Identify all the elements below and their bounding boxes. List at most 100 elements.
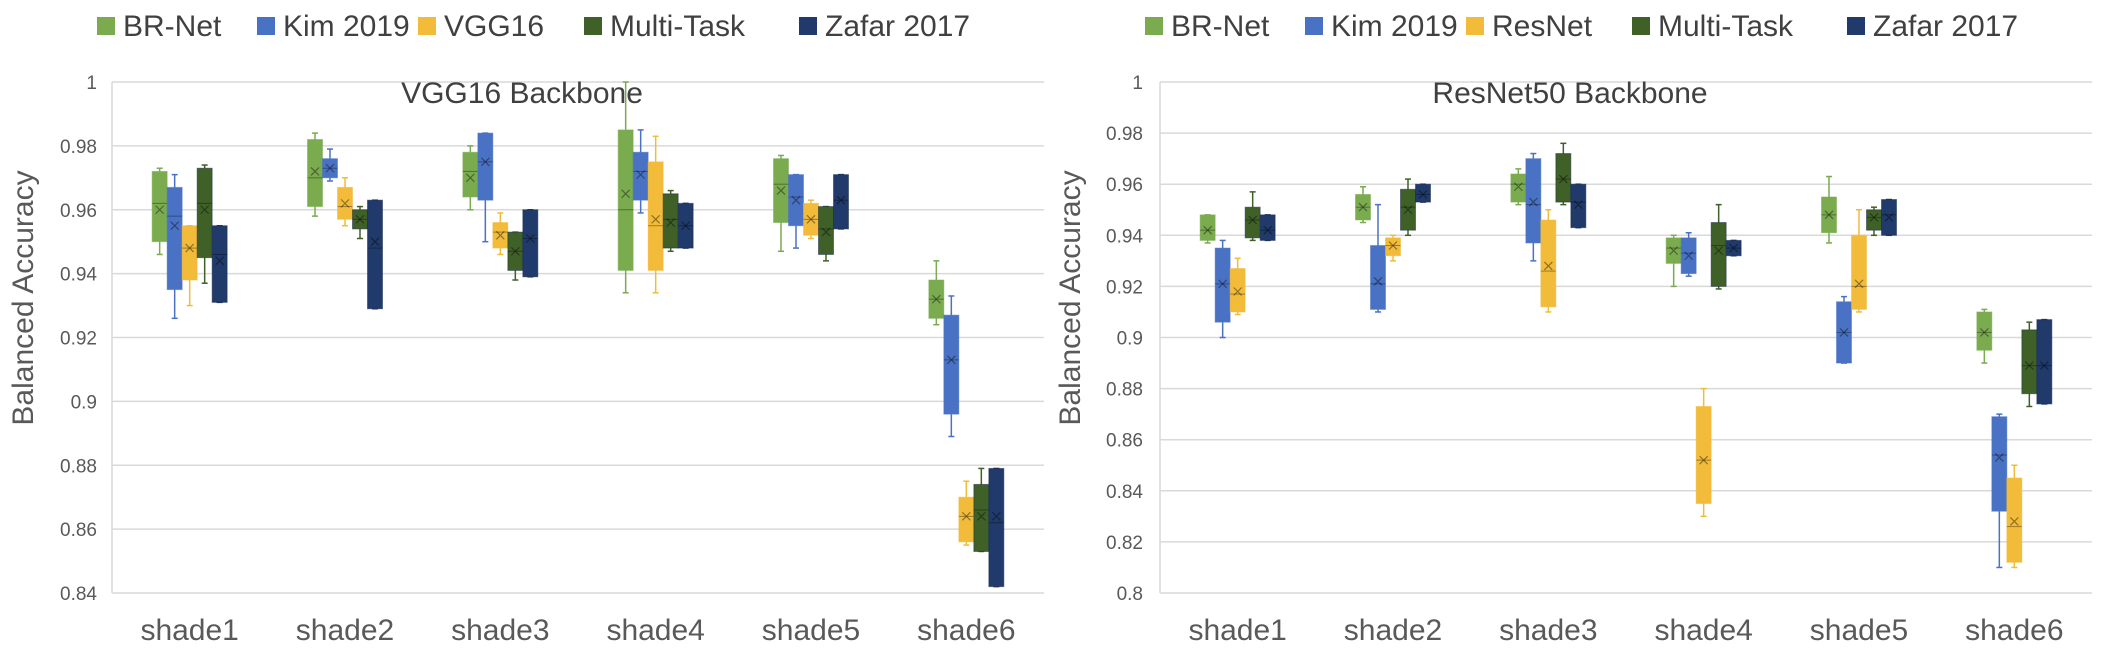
box-zafar-2017-shade2 xyxy=(367,199,383,310)
mean-marker xyxy=(1824,210,1834,220)
box-iqr xyxy=(818,206,834,255)
legend-item-zafar-2017: Zafar 2017 xyxy=(1847,10,2018,43)
legend-label-kim-2019: Kim 2019 xyxy=(1331,10,1458,43)
mean-marker xyxy=(651,214,661,224)
box-multi-task-shade4 xyxy=(1710,203,1727,290)
gridlines-vgg16 xyxy=(111,81,1044,594)
mean-marker xyxy=(1203,225,1213,235)
y-tick-label: 0.94 xyxy=(1106,226,1143,247)
mean-marker xyxy=(1218,279,1228,289)
box-iqr xyxy=(928,279,945,319)
legend-item-multi-task: Multi-Task xyxy=(584,10,746,43)
box-iqr xyxy=(2021,329,2038,395)
box-zafar-2017-shade5 xyxy=(1881,198,1897,237)
mean-marker xyxy=(636,170,646,180)
gridlines-resnet50 xyxy=(1159,81,2092,594)
box-zafar-2017-shade4 xyxy=(1725,239,1742,257)
mean-marker xyxy=(170,221,180,231)
x-tick-label-shade2: shade2 xyxy=(296,614,394,647)
box-kim-2019-shade2 xyxy=(1370,203,1386,313)
chart-title-resnet50: ResNet50 Backbone xyxy=(1432,77,1707,110)
box-iqr xyxy=(973,483,990,552)
box-iqr xyxy=(522,209,539,278)
box-zafar-2017-shade4 xyxy=(677,202,694,249)
mean-marker xyxy=(495,230,505,240)
x-tick-label-shade1: shade1 xyxy=(140,614,238,647)
box-zafar-2017-shade3 xyxy=(1570,183,1587,229)
x-tick-label-shade3: shade3 xyxy=(451,614,549,647)
mean-marker xyxy=(931,294,941,304)
legend-item-multi-task: Multi-Task xyxy=(1632,10,1794,43)
y-tick-label: 0.88 xyxy=(1106,380,1143,401)
legend-label-zafar-2017: Zafar 2017 xyxy=(825,10,970,43)
box-iqr xyxy=(1851,234,1867,310)
mean-marker xyxy=(1684,251,1694,261)
box-iqr xyxy=(1881,199,1897,236)
box-iqr xyxy=(166,186,183,291)
legend-swatch-zafar-2017 xyxy=(799,17,817,35)
box-zafar-2017-shade6 xyxy=(2036,318,2053,405)
mean-marker xyxy=(1233,287,1243,296)
mean-marker xyxy=(1403,205,1413,215)
mean-marker xyxy=(1513,182,1523,192)
mean-marker xyxy=(1528,197,1538,207)
mean-marker xyxy=(1263,225,1273,235)
box-zafar-2017-shade2 xyxy=(1415,183,1431,203)
box-kim-2019-shade6 xyxy=(1991,413,2008,569)
mean-marker xyxy=(2039,361,2049,371)
y-axis-ticks-vgg16: 0.84 0.86 0.88 0.9 0.92 0.94 0.96 0.98 1 xyxy=(60,73,97,605)
box-zafar-2017-shade1 xyxy=(1259,214,1276,242)
box-iqr xyxy=(337,186,353,220)
mean-marker xyxy=(681,221,691,231)
box-iqr xyxy=(322,158,338,179)
legend-swatch-br-net xyxy=(97,17,115,35)
box-br-net-shade2 xyxy=(307,132,323,217)
y-axis-label-resnet50: Balanced Accuracy xyxy=(1054,170,1087,425)
box-multi-task-shade3 xyxy=(507,231,524,281)
legend-swatch-br-net xyxy=(1145,17,1163,35)
y-tick-label: 0.92 xyxy=(1106,277,1143,298)
box-br-net-shade5 xyxy=(1821,175,1837,244)
box-kim-2019-shade1 xyxy=(166,173,183,320)
x-tick-label-shade6: shade6 xyxy=(1965,614,2063,647)
box-kim-2019-shade5 xyxy=(1836,295,1852,364)
x-tick-label-shade4: shade4 xyxy=(1654,614,1752,647)
mean-marker xyxy=(991,511,1001,521)
box-resnet-shade5 xyxy=(1851,209,1867,313)
y-tick-label: 0.8 xyxy=(1117,584,1143,605)
box-kim-2019-shade3 xyxy=(477,132,494,243)
mean-marker xyxy=(776,186,786,196)
mean-marker xyxy=(1729,243,1739,253)
box-iqr xyxy=(662,193,679,249)
mean-marker xyxy=(1373,276,1383,286)
box-resnet-shade1 xyxy=(1229,257,1246,316)
x-axis-ticks-vgg16: shade1 shade2 shade3 shade4 shade5 shade6 xyxy=(140,614,1015,647)
mean-marker xyxy=(1248,215,1258,225)
legend-item-resnet: ResNet xyxy=(1466,10,1593,43)
box-iqr xyxy=(1991,416,2008,512)
legend-item-vgg16: VGG16 xyxy=(418,10,544,43)
box-iqr xyxy=(788,174,804,227)
box-iqr xyxy=(1525,158,1542,244)
box-iqr xyxy=(1415,183,1431,203)
y-tick-label: 0.86 xyxy=(60,520,97,541)
mean-marker xyxy=(1573,200,1583,210)
box-br-net-shade3 xyxy=(462,145,479,211)
y-tick-label: 0.82 xyxy=(1106,533,1143,554)
box-iqr xyxy=(1400,188,1416,231)
legend-label-zafar-2017: Zafar 2017 xyxy=(1873,10,2018,43)
box-iqr xyxy=(833,174,849,230)
box-iqr xyxy=(958,496,975,543)
box-iqr xyxy=(1570,183,1587,229)
box-br-net-shade6 xyxy=(1976,308,1993,364)
mean-marker xyxy=(1979,327,1989,337)
y-tick-label: 0.84 xyxy=(1106,482,1143,503)
box-iqr xyxy=(1540,219,1557,308)
chart-vgg16-backbone: BR-Net Kim 2019 VGG16 Multi-Task Zafar 2017 … xyxy=(7,10,1044,647)
legend-swatch-kim-2019 xyxy=(257,17,275,35)
legend-item-kim-2019: Kim 2019 xyxy=(1305,10,1458,43)
mean-marker xyxy=(325,163,335,173)
legend-label-resnet: ResNet xyxy=(1492,10,1593,43)
box-iqr xyxy=(307,138,323,208)
